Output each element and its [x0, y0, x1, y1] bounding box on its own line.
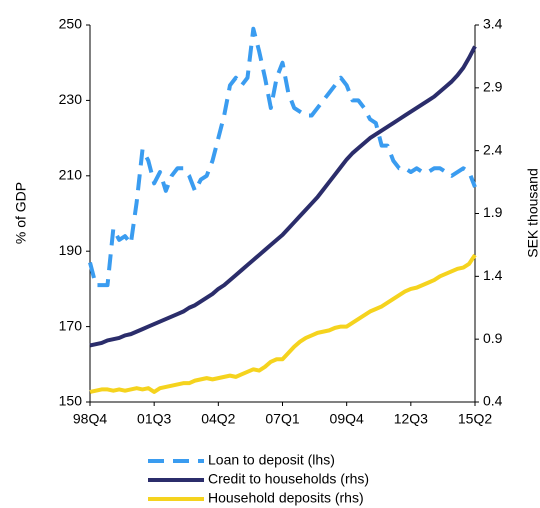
y-tick-label: 170	[59, 317, 83, 333]
series-line	[88, 26, 477, 288]
x-tick-label: 04Q2	[201, 411, 235, 427]
y-tick-label: 210	[59, 167, 83, 183]
y-tick-label: 190	[59, 242, 83, 258]
x-tick-label: 01Q3	[137, 411, 171, 427]
y2-axis-label: SEK thousand	[525, 168, 540, 258]
legend-label: Loan to deposit (lhs)	[208, 452, 335, 468]
y2-tick-label: 1.9	[483, 204, 503, 220]
x-tick-label: 98Q4	[73, 411, 107, 427]
y2-tick-label: 0.4	[483, 393, 503, 409]
y2-tick-label: 2.4	[483, 141, 503, 157]
x-tick-label: 07Q1	[265, 411, 299, 427]
y-tick-label: 250	[59, 16, 83, 32]
series-line	[89, 253, 477, 394]
series-line	[89, 45, 477, 348]
y-tick-label: 230	[59, 91, 83, 107]
legend-label: Credit to households (rhs)	[208, 471, 369, 487]
x-tick-label: 09Q4	[330, 411, 364, 427]
y2-tick-label: 0.9	[483, 330, 503, 346]
x-tick-label: 15Q2	[458, 411, 492, 427]
y-tick-label: 150	[59, 393, 83, 409]
y2-tick-label: 2.9	[483, 79, 503, 95]
y-axis-label: % of GDP	[13, 182, 29, 244]
legend-label: Household deposits (rhs)	[208, 490, 364, 506]
x-tick-label: 12Q3	[394, 411, 428, 427]
y2-tick-label: 3.4	[483, 16, 503, 32]
y2-tick-label: 1.4	[483, 267, 503, 283]
